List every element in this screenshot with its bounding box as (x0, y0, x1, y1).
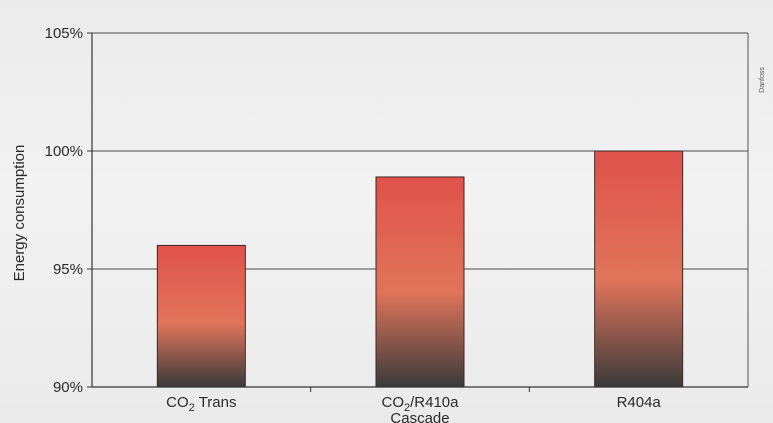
y-axis-title: Energy consumption (11, 145, 28, 282)
y-tick-label-100: 100% (45, 143, 83, 160)
bar-3 (594, 150, 684, 388)
x-category-label-2: CO2/R410a (382, 394, 460, 414)
bar-2 (375, 176, 465, 388)
y-tick-label-95: 95% (53, 261, 83, 278)
axes (87, 32, 749, 392)
x-category-label-3: R404a (617, 394, 662, 411)
x-category-label-2-line2: Cascade (390, 410, 449, 423)
y-tick-label-105: 105% (45, 25, 83, 42)
bars (156, 150, 684, 388)
x-category-label-1: CO2 Trans (166, 394, 236, 414)
y-tick-label-90: 90% (53, 379, 83, 396)
credit-text: Danfoss (759, 67, 766, 93)
bar-1 (156, 244, 246, 388)
